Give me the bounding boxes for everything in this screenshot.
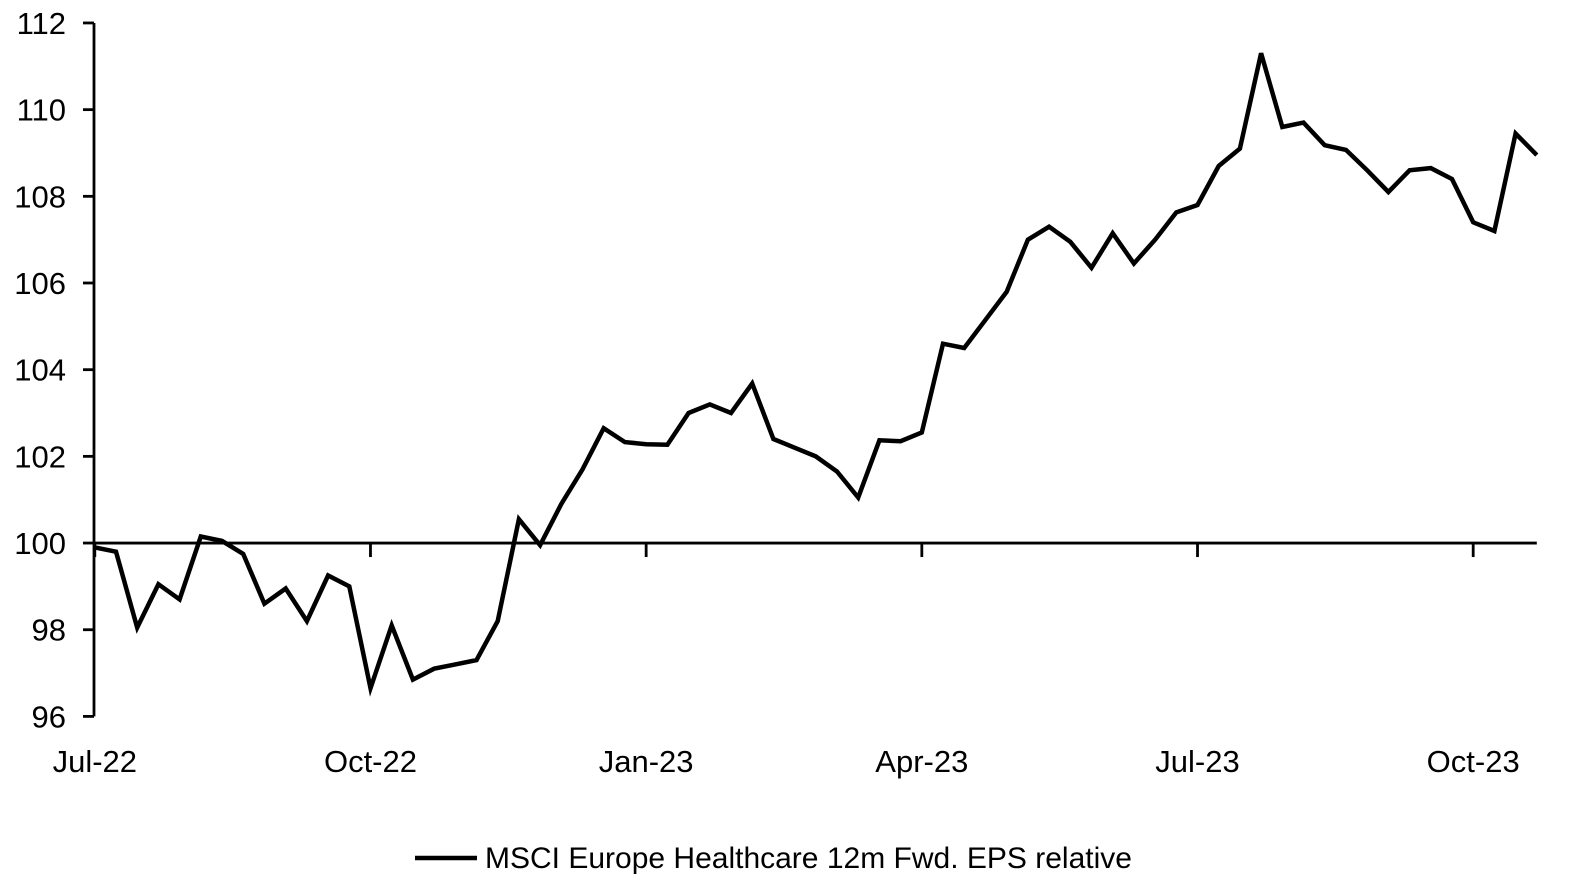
x-tick-label: Jan-23 — [599, 744, 694, 779]
chart-legend: MSCI Europe Healthcare 12m Fwd. EPS rela… — [415, 842, 1132, 875]
y-tick-label: 110 — [17, 93, 66, 128]
series-line — [94, 52, 1539, 697]
y-tick-label: 104 — [14, 353, 66, 388]
x-tick-label: Apr-23 — [875, 744, 968, 779]
y-tick-label: 98 — [32, 613, 66, 648]
y-tick-label: 108 — [14, 179, 66, 214]
y-tick-label: 96 — [32, 699, 66, 734]
y-tick-label: 106 — [14, 266, 66, 301]
plot-area: 96 98 100 102 104 106 108 110 112 Jul-22 Oct-22 Jan… — [14, 6, 1539, 779]
x-tick-label: Jul-22 — [53, 744, 137, 779]
y-tick-label: 100 — [14, 526, 66, 561]
y-tick-label: 102 — [14, 439, 66, 474]
x-tick-label: Oct-22 — [324, 744, 417, 779]
y-tick-label: 112 — [17, 6, 66, 41]
x-tick-label: Jul-23 — [1155, 744, 1239, 779]
x-tick-label: Oct-23 — [1427, 744, 1520, 779]
legend-label: MSCI Europe Healthcare 12m Fwd. EPS rela… — [485, 842, 1132, 875]
